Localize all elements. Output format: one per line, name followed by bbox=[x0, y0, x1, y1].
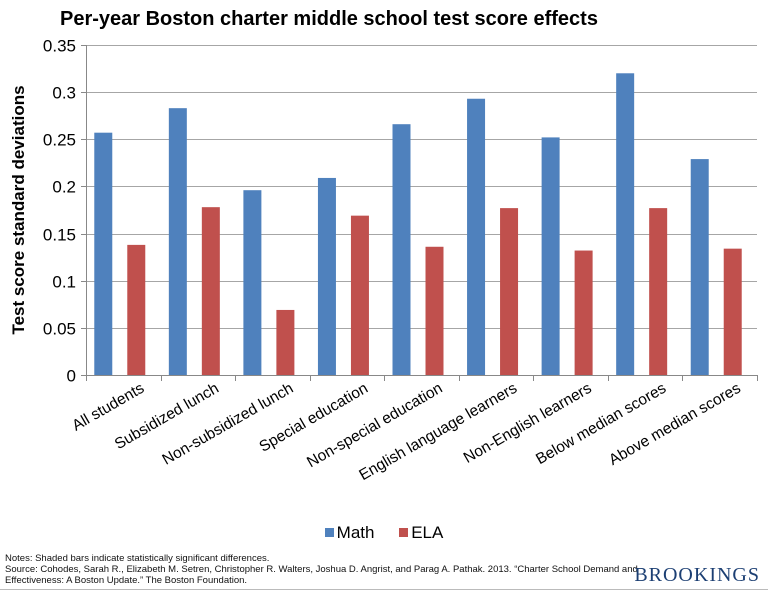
y-tick-label: 0.15 bbox=[43, 226, 76, 245]
y-tick-label: 0.2 bbox=[52, 178, 76, 197]
divider bbox=[0, 589, 768, 590]
bar-ela bbox=[723, 248, 742, 375]
bar-ela bbox=[649, 208, 668, 375]
bar-math bbox=[616, 73, 635, 376]
bar-ela bbox=[201, 207, 220, 375]
legend-label-ela: ELA bbox=[411, 523, 444, 542]
legend-item-ela: ELA bbox=[399, 523, 443, 543]
bar-ela bbox=[127, 244, 146, 375]
x-axis-ticks bbox=[86, 375, 758, 381]
x-tick-label: Non-special education bbox=[304, 380, 445, 471]
bar-ela bbox=[276, 309, 295, 375]
bar-math bbox=[317, 177, 336, 375]
x-tick-label: Non-subsidized lunch bbox=[160, 380, 297, 469]
source-line: Source: Cohodes, Sarah R., Elizabeth M. … bbox=[5, 564, 638, 586]
notes: Notes: Shaded bars indicate statisticall… bbox=[5, 553, 645, 586]
x-tick-label: Above median scores bbox=[606, 380, 744, 469]
brookings-logo: BROOKINGS bbox=[634, 564, 760, 586]
y-tick-label: 0.05 bbox=[43, 320, 76, 339]
y-axis-label: Test score standard deviations bbox=[9, 85, 28, 334]
x-tick-label: Below median scores bbox=[533, 380, 669, 469]
y-tick-label: 0.3 bbox=[52, 84, 76, 103]
bar-math bbox=[690, 159, 709, 375]
y-tick-label: 0 bbox=[67, 367, 76, 386]
bar-ela bbox=[500, 208, 519, 375]
legend-swatch-math bbox=[324, 528, 334, 538]
bars bbox=[94, 73, 742, 376]
legend-item-math: Math bbox=[324, 523, 375, 543]
bar-math bbox=[94, 132, 113, 375]
bar-math bbox=[392, 124, 411, 375]
legend-label-math: Math bbox=[336, 523, 375, 542]
x-tick-label: Non-English learners bbox=[461, 380, 595, 467]
bar-ela bbox=[350, 215, 369, 375]
bar-math bbox=[243, 190, 262, 375]
legend: Math ELA bbox=[0, 523, 768, 543]
bar-chart: 0 0.05 0.1 0.15 0.2 0.25 0.3 0.35 All studentsS… bbox=[9, 37, 758, 484]
notes-line: Notes: Shaded bars indicate statisticall… bbox=[5, 553, 270, 564]
bar-math bbox=[168, 108, 187, 376]
bar-ela bbox=[574, 250, 593, 375]
bar-math bbox=[541, 137, 560, 375]
y-axis-ticks: 0 0.05 0.1 0.15 0.2 0.25 0.3 0.35 bbox=[43, 37, 86, 386]
bar-ela bbox=[425, 246, 444, 375]
legend-swatch-ela bbox=[399, 528, 409, 538]
y-tick-label: 0.35 bbox=[43, 37, 76, 56]
y-tick-label: 0.1 bbox=[52, 273, 76, 292]
gridlines bbox=[86, 45, 757, 380]
chart-title: Per-year Boston charter middle school te… bbox=[60, 8, 598, 30]
bar-math bbox=[467, 98, 486, 375]
y-tick-label: 0.25 bbox=[43, 131, 76, 150]
